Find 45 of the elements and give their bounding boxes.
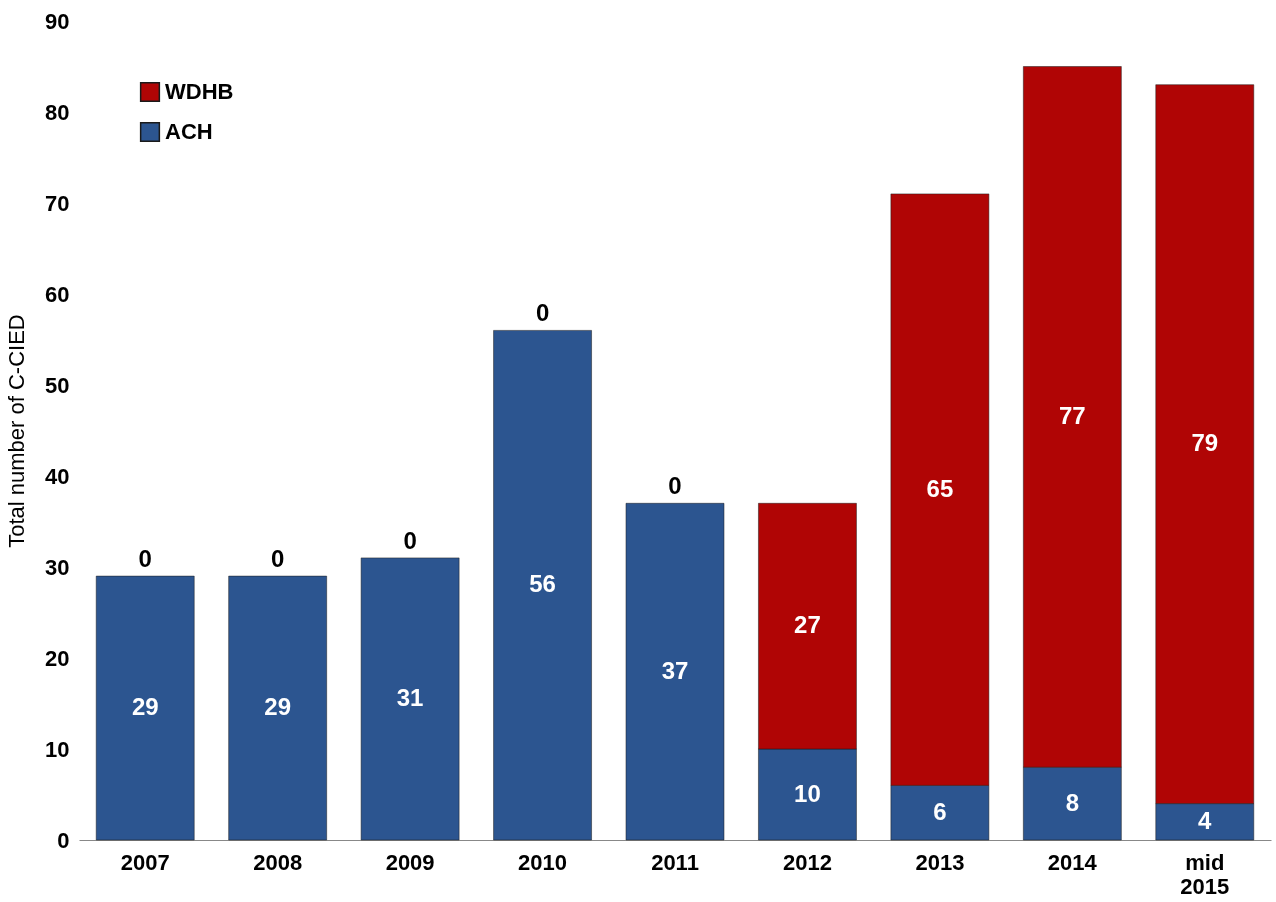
y-tick-label: 90 [45,8,70,34]
data-label: 77 [1058,401,1086,429]
y-axis-title: Total number of C-CIED [4,314,30,548]
data-label: 65 [926,474,954,502]
data-label: 4 [1198,806,1213,834]
data-label: 27 [794,611,821,639]
bar [95,575,195,841]
bar [360,557,460,841]
data-label: 31 [396,683,424,711]
data-label: 0 [535,299,550,327]
x-tick-label: mid 2015 [1180,849,1230,899]
x-tick-label: 2014 [1047,849,1098,875]
x-tick-label: 2008 [253,849,303,875]
y-tick-label: 70 [45,190,70,216]
data-label: 29 [131,693,159,721]
data-label: 10 [794,779,821,807]
bar [625,503,725,841]
data-label: 79 [1191,429,1219,457]
data-label: 6 [933,797,947,825]
y-tick-label: 60 [45,281,70,307]
x-tick-label: 2010 [518,849,568,875]
bar [228,575,327,841]
data-label: 0 [270,545,285,573]
legend-label: WDHB [165,79,234,104]
x-tick-label: 2012 [782,849,832,875]
data-label: 8 [1065,788,1080,816]
y-tick-label: 10 [45,736,70,762]
data-label: 0 [403,526,417,554]
x-tick-label: 2007 [120,849,170,875]
y-tick-label: 20 [45,645,70,671]
y-tick-label: 50 [45,372,70,398]
data-label: 0 [138,545,152,573]
bar [493,330,592,841]
x-tick-label: 2011 [651,849,699,875]
data-label: 37 [661,656,689,684]
data-label: 0 [668,472,682,500]
data-label: 29 [264,693,292,721]
x-tick-label: 2009 [385,849,435,875]
legend-label: ACH [165,119,213,144]
data-label: 56 [529,570,556,598]
y-tick-label: 0 [57,827,70,853]
y-tick-label: 80 [45,99,70,125]
x-tick-label: 2013 [915,849,965,875]
y-tick-label: 40 [45,463,70,489]
y-tick-label: 30 [45,554,70,580]
